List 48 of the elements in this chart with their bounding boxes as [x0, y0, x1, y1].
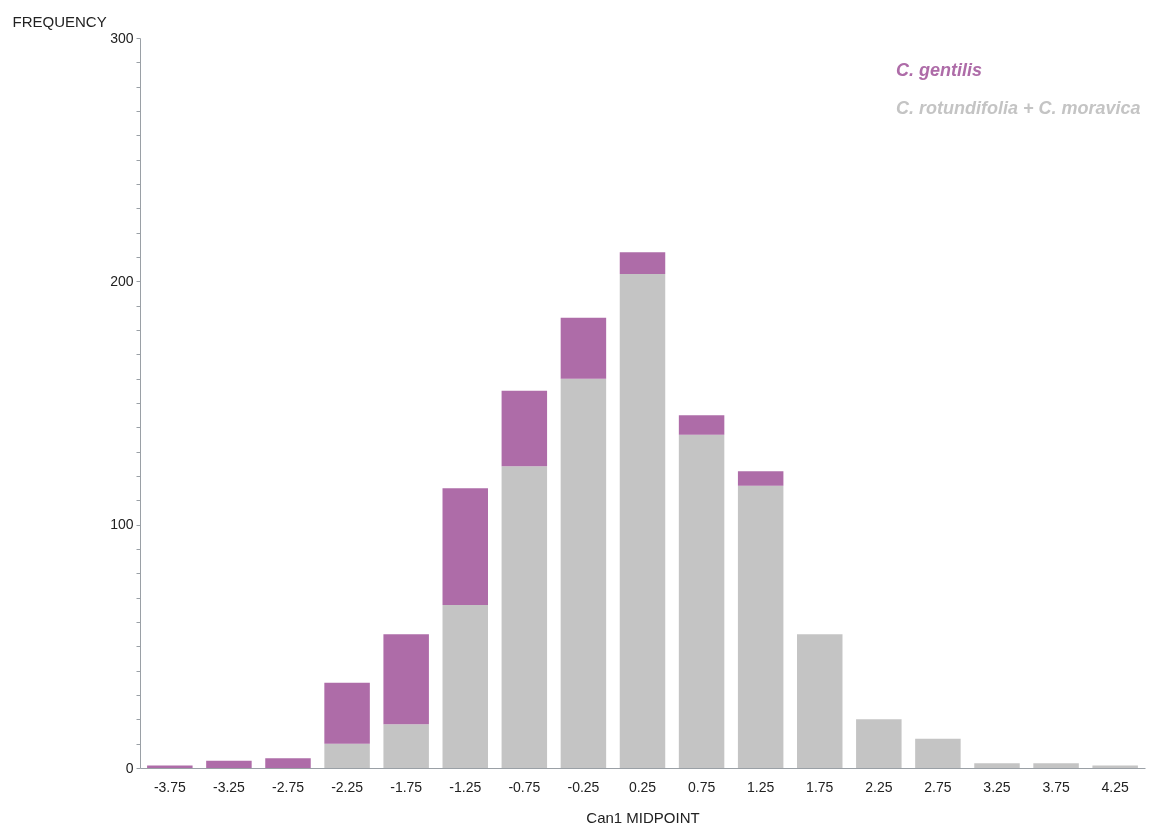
bar — [797, 634, 843, 768]
x-tick-label: 4.25 — [1101, 778, 1129, 795]
x-tick-label: -2.25 — [331, 778, 364, 795]
x-tick-label: 2.75 — [924, 778, 952, 795]
x-tick-label: -0.25 — [567, 778, 600, 795]
bar — [324, 682, 370, 744]
x-tick-label: 3.75 — [1042, 778, 1070, 795]
bar — [619, 252, 666, 275]
bar — [856, 719, 902, 768]
y-tick-label: 0 — [125, 759, 134, 776]
x-tick-label: -1.75 — [390, 778, 423, 795]
x-tick-label: -0.75 — [508, 778, 541, 795]
bar — [324, 743, 370, 768]
bar — [1033, 763, 1079, 768]
x-tick-label: 1.25 — [747, 778, 775, 795]
x-tick-label: -1.25 — [449, 778, 482, 795]
x-tick-label: -3.25 — [212, 778, 246, 795]
x-tick-label: -2.75 — [272, 778, 305, 795]
bar — [678, 434, 725, 768]
bar — [678, 415, 725, 435]
x-tick-label: 0.25 — [628, 778, 657, 795]
x-tick-label: -3.75 — [153, 778, 186, 795]
y-tick-label: 200 — [110, 272, 134, 289]
bar — [974, 763, 1020, 768]
bar — [737, 471, 784, 486]
text: C. gentilis — [896, 60, 983, 80]
bar — [442, 604, 488, 768]
x-tick-label: 1.75 — [806, 778, 834, 795]
bar — [383, 634, 429, 725]
bar — [265, 758, 311, 768]
bar — [560, 378, 607, 768]
y-axis-title: FREQUENCY — [12, 12, 107, 30]
x-tick-label: 3.25 — [983, 778, 1011, 795]
bar — [501, 390, 548, 467]
bar — [206, 760, 252, 768]
bar — [501, 466, 548, 768]
x-tick-label: 2.25 — [865, 778, 893, 795]
x-tick-label: 0.75 — [687, 778, 716, 795]
bar — [915, 738, 961, 768]
bar — [560, 317, 607, 379]
y-tick-label: 100 — [110, 516, 134, 533]
bar — [619, 274, 666, 768]
y-tick-label: 300 — [110, 29, 134, 46]
bar — [383, 724, 429, 768]
x-axis-title: Can1 MIDPOINT — [586, 808, 700, 826]
bar — [737, 485, 784, 768]
text: C. rotundifolia + C. moravica — [896, 98, 1141, 118]
bar — [442, 488, 488, 605]
